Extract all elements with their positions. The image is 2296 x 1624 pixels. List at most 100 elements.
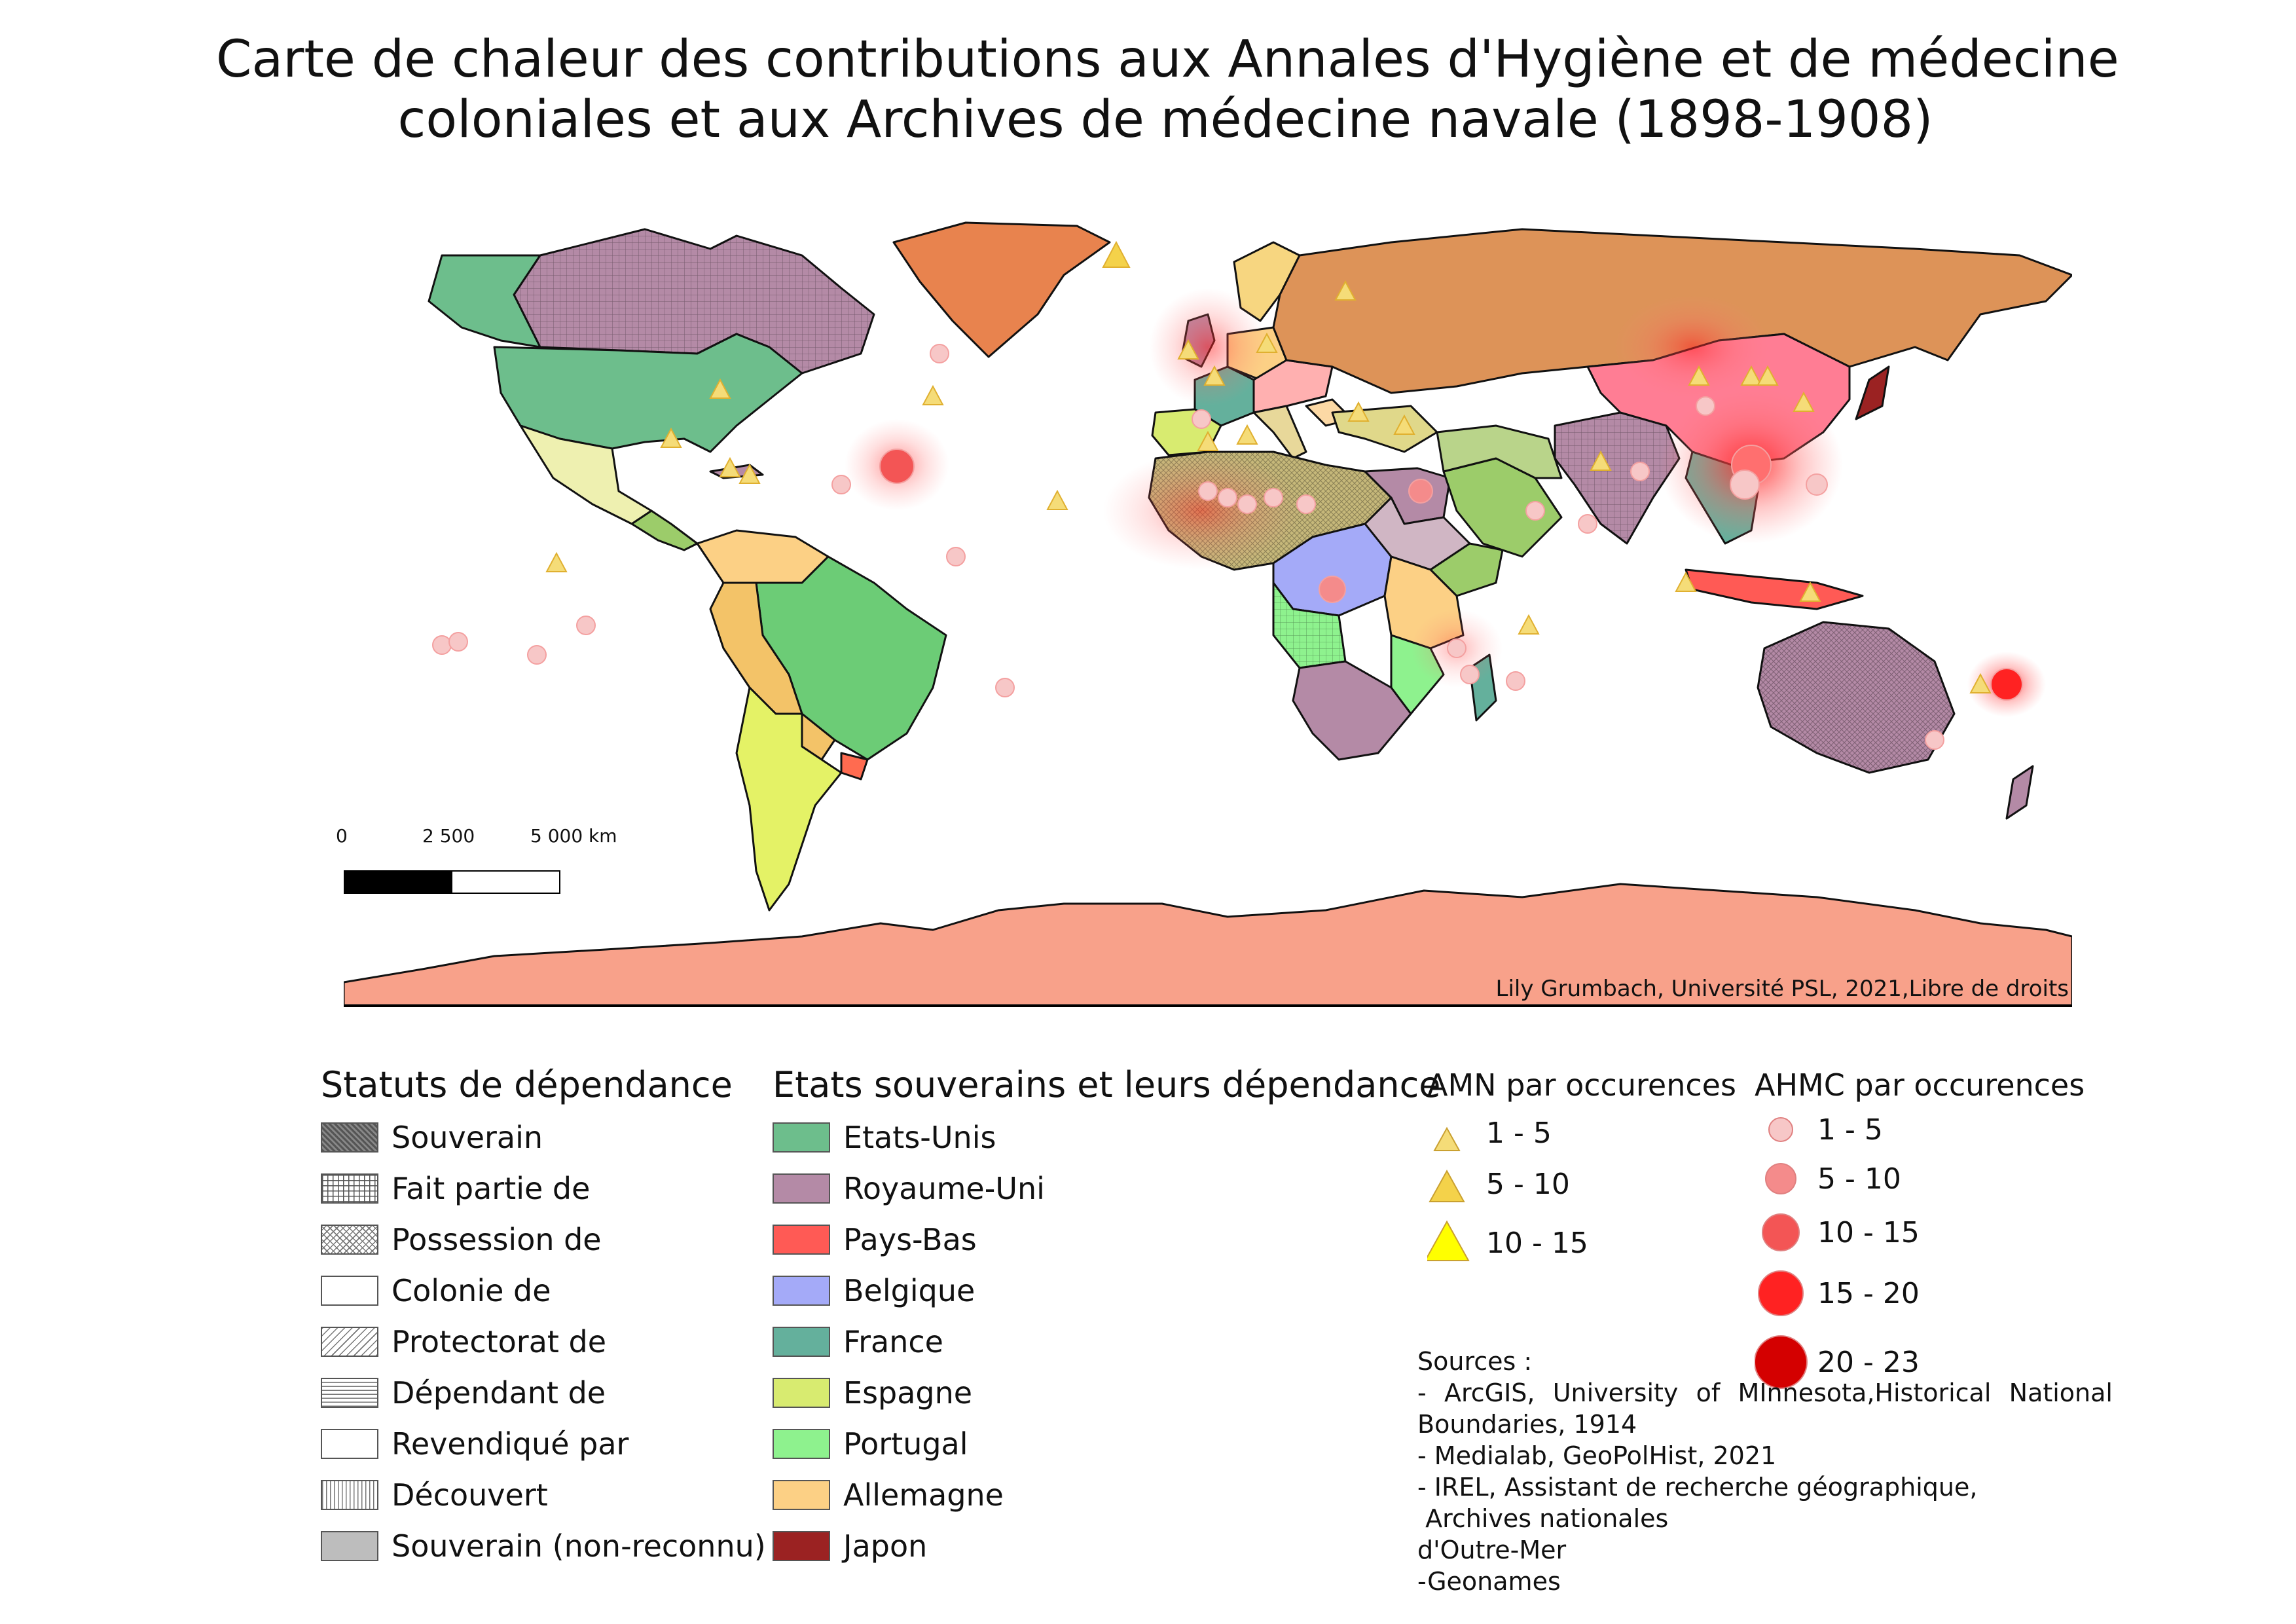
japan-shape: [1855, 365, 1890, 420]
sources-block: Sources : - ArcGIS, University of MInnes…: [1417, 1346, 2113, 1597]
legend-ahmc-row: 20 - 23: [1755, 1335, 1920, 1389]
world-map: 0 2 500 5 000 km Lily Grumbach, Universi…: [336, 216, 2072, 1008]
legend-amn-label: 1 - 5: [1486, 1116, 1552, 1150]
sources-line-1: Sources :: [1417, 1347, 1533, 1376]
italy-shape: [1252, 405, 1307, 460]
legend-state-row: Portugal: [773, 1426, 968, 1462]
legend-ahmc-row: 1 - 5: [1755, 1110, 1883, 1149]
antarctica-shape: [344, 883, 2072, 1006]
legend-state-row: France: [773, 1324, 943, 1359]
legend-amn-row: 10 - 15: [1427, 1220, 1588, 1263]
legend-ahmc-row: 5 - 10: [1755, 1159, 1901, 1198]
legend-status-swatch: [321, 1327, 378, 1357]
legend-status-label: Souverain: [392, 1120, 543, 1155]
legend-state-label: Belgique: [843, 1273, 975, 1308]
greenland-shape: [892, 221, 1111, 358]
legend-ahmc-label: 10 - 15: [1817, 1215, 1920, 1249]
indonesia-shape: [1685, 568, 1864, 610]
legend-state-row: Etats-Unis: [773, 1120, 996, 1155]
map-credit: Lily Grumbach, Université PSL, 2021,Libr…: [1495, 976, 2069, 1002]
legend-status-heading: Statuts de dépendance: [321, 1064, 733, 1105]
sources-line-2: - ArcGIS, University of MInnesota,Histor…: [1417, 1378, 2113, 1407]
legend-state-swatch: [773, 1429, 830, 1459]
legend-status-swatch: [321, 1173, 378, 1204]
legend-status-row: Revendiqué par: [321, 1426, 629, 1462]
legend-amn-row: 1 - 5: [1427, 1113, 1552, 1153]
sources-line-3: Boundaries, 1914: [1417, 1410, 1637, 1439]
legend-state-swatch: [773, 1276, 830, 1306]
legend-ahmc-label: 1 - 5: [1817, 1113, 1883, 1147]
legend-state-row: Pays-Bas: [773, 1222, 977, 1257]
triangle-icon: [1427, 1220, 1470, 1261]
south-africa-shape: [1292, 660, 1412, 761]
scale-label-2500: 2 500: [422, 825, 475, 847]
triangle-icon: [1433, 1126, 1461, 1151]
legend-status-row: Protectorat de: [321, 1324, 606, 1359]
sources-line-5: - IREL, Assistant de recherche géographi…: [1417, 1473, 1978, 1502]
sources-line-7: d'Outre-Mer: [1417, 1536, 1567, 1564]
sources-line-8: -Geonames: [1417, 1567, 1561, 1596]
scale-bar: [344, 870, 560, 894]
legend-state-row: Royaume-Uni: [773, 1171, 1045, 1206]
argentina-shape: [735, 686, 843, 912]
legend-state-label: Portugal: [843, 1426, 968, 1462]
circle-icon: [1755, 1335, 1808, 1389]
legend-status-row: Souverain: [321, 1120, 543, 1155]
legend-ahmc-row: 10 - 15: [1755, 1213, 1920, 1252]
legend-status-label: Souverain (non-reconnu): [392, 1528, 766, 1564]
legend-ahmc-label: 5 - 10: [1817, 1162, 1901, 1196]
legend-state-swatch: [773, 1531, 830, 1561]
legend-status-swatch: [321, 1429, 378, 1459]
legend-status-row: Souverain (non-reconnu): [321, 1528, 766, 1564]
title-line-2: coloniales et aux Archives de médecine n…: [397, 90, 1933, 149]
legend-status-swatch: [321, 1225, 378, 1255]
central-america-shape: [630, 509, 699, 551]
legend-status-row: Fait partie de: [321, 1171, 590, 1206]
legend-state-row: Allemagne: [773, 1477, 1004, 1513]
legend-status-label: Fait partie de: [392, 1171, 591, 1206]
legend-status-row: Possession de: [321, 1222, 602, 1257]
persia-shape: [1436, 424, 1563, 479]
legend-status-row: Colonie de: [321, 1273, 551, 1308]
scale-label-5000: 5 000 km: [530, 825, 617, 847]
legend-state-swatch: [773, 1225, 830, 1255]
legend-amn-row: 5 - 10: [1427, 1164, 1570, 1204]
legend-status-swatch: [321, 1378, 378, 1408]
new-zealand-shape: [2005, 765, 2034, 820]
legend-status-label: Découvert: [392, 1477, 548, 1513]
legend-amn-label: 5 - 10: [1486, 1167, 1570, 1201]
legend-status-label: Dépendant de: [392, 1375, 606, 1411]
scale-label-0: 0: [336, 825, 348, 847]
legend-state-swatch: [773, 1122, 830, 1153]
legend-status-swatch: [321, 1276, 378, 1306]
legend-states-heading: Etats souverains et leurs dépendance: [773, 1064, 1441, 1105]
legend-status-label: Possession de: [392, 1222, 602, 1257]
legend-state-label: France: [843, 1324, 943, 1359]
circle-icon: [1762, 1213, 1800, 1251]
legend-state-label: Allemagne: [843, 1477, 1004, 1513]
legend-status-row: Dépendant de: [321, 1375, 606, 1411]
legend-state-row: Japon: [773, 1528, 927, 1564]
legend-status-swatch: [321, 1531, 378, 1561]
legend-status-swatch: [321, 1122, 378, 1153]
legend-state-swatch: [773, 1378, 830, 1408]
legend-status-label: Protectorat de: [392, 1324, 607, 1359]
legend-state-label: Etats-Unis: [843, 1120, 996, 1155]
legend-amn-label: 10 - 15: [1486, 1226, 1588, 1260]
legend-state-swatch: [773, 1480, 830, 1510]
legend-state-swatch: [773, 1173, 830, 1204]
legend-amn-heading: AMN par occurences: [1427, 1067, 1736, 1103]
sources-line-4: - Medialab, GeoPolHist, 2021: [1417, 1441, 1777, 1470]
ottoman-shape: [1331, 405, 1438, 453]
legend-state-label: Japon: [843, 1528, 928, 1564]
alaska-shape: [428, 254, 541, 348]
legend-status-swatch: [321, 1480, 378, 1510]
map-canvas: [344, 221, 2072, 1007]
amn-markers: [545, 240, 1992, 693]
circle-icon: [1768, 1117, 1793, 1142]
circle-icon: [1758, 1270, 1804, 1316]
legend-state-row: Belgique: [773, 1273, 975, 1308]
map-title: Carte de chaleur des contributions aux A…: [216, 29, 2119, 150]
circle-icon: [1765, 1163, 1796, 1194]
legend-status-label: Colonie de: [392, 1273, 551, 1308]
